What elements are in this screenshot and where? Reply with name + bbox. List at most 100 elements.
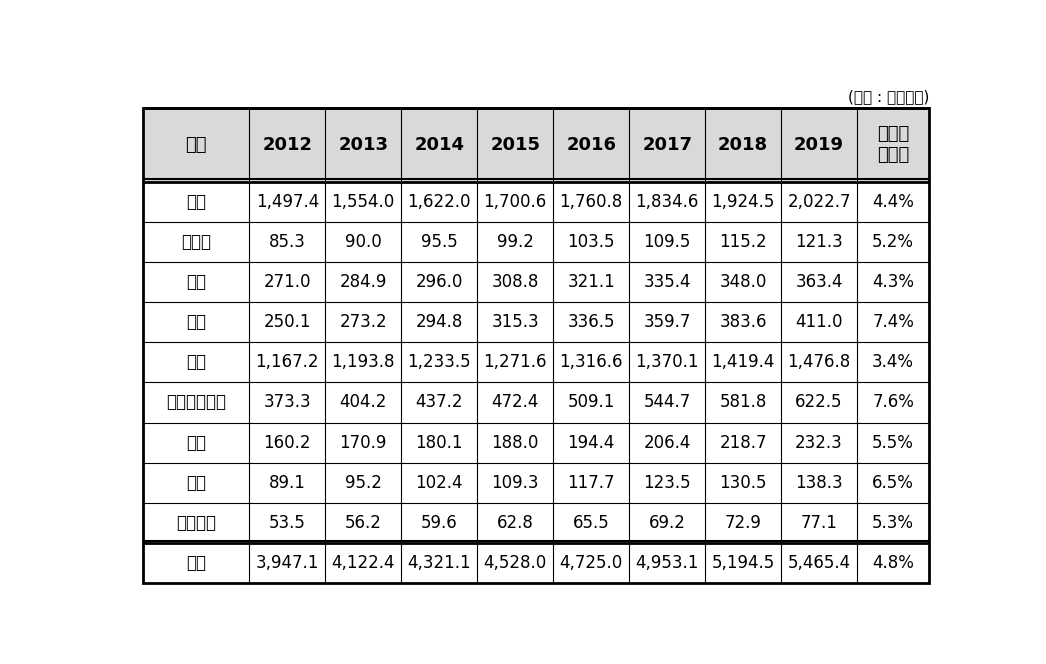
Bar <box>325 181 402 222</box>
Bar <box>249 108 325 181</box>
Bar <box>857 342 929 382</box>
Bar <box>477 262 553 302</box>
Bar <box>781 382 857 422</box>
Text: 2014: 2014 <box>414 135 464 153</box>
Bar <box>143 342 249 382</box>
Bar <box>553 543 629 583</box>
Text: 95.5: 95.5 <box>420 233 457 251</box>
Text: 472.4: 472.4 <box>492 394 539 412</box>
Text: 188.0: 188.0 <box>492 434 539 452</box>
Text: 160.2: 160.2 <box>264 434 311 452</box>
Bar <box>249 382 325 422</box>
Bar <box>857 382 929 422</box>
Bar <box>781 262 857 302</box>
Bar <box>629 262 705 302</box>
Text: 411.0: 411.0 <box>795 313 843 331</box>
Bar <box>477 543 553 583</box>
Text: 622.5: 622.5 <box>795 394 843 412</box>
Text: 72.9: 72.9 <box>725 514 761 532</box>
Bar <box>477 503 553 543</box>
Text: 95.2: 95.2 <box>345 474 382 492</box>
Bar <box>325 382 402 422</box>
Bar <box>705 422 781 463</box>
Text: 296.0: 296.0 <box>415 273 463 291</box>
Text: 1,167.2: 1,167.2 <box>255 353 319 371</box>
Bar <box>781 422 857 463</box>
Bar <box>402 108 477 181</box>
Bar <box>705 503 781 543</box>
Text: 130.5: 130.5 <box>720 474 767 492</box>
Text: 1,271.6: 1,271.6 <box>483 353 547 371</box>
Text: 1,233.5: 1,233.5 <box>407 353 471 371</box>
Text: 중동: 중동 <box>186 474 206 492</box>
Bar <box>477 342 553 382</box>
Bar <box>705 382 781 422</box>
Bar <box>325 302 402 342</box>
Text: 69.2: 69.2 <box>649 514 685 532</box>
Text: 404.2: 404.2 <box>340 394 387 412</box>
Text: 509.1: 509.1 <box>568 394 615 412</box>
Bar <box>857 262 929 302</box>
Bar <box>143 543 249 583</box>
Text: 544.7: 544.7 <box>643 394 690 412</box>
Text: 7.6%: 7.6% <box>872 394 914 412</box>
Bar <box>325 108 402 181</box>
Text: 218.7: 218.7 <box>720 434 767 452</box>
Bar <box>325 503 402 543</box>
Text: 335.4: 335.4 <box>643 273 690 291</box>
Bar <box>705 181 781 222</box>
Bar <box>553 382 629 422</box>
Bar <box>857 302 929 342</box>
Bar <box>629 543 705 583</box>
Text: 284.9: 284.9 <box>340 273 387 291</box>
Text: 3.4%: 3.4% <box>872 353 914 371</box>
Bar <box>629 222 705 262</box>
Text: 383.6: 383.6 <box>720 313 767 331</box>
Text: 232.3: 232.3 <box>795 434 843 452</box>
Bar <box>143 302 249 342</box>
Bar <box>553 262 629 302</box>
Bar <box>249 422 325 463</box>
Text: 캐나다: 캐나다 <box>181 233 211 251</box>
Text: 581.8: 581.8 <box>720 394 767 412</box>
Text: 373.3: 373.3 <box>264 394 311 412</box>
Text: 아프리카: 아프리카 <box>176 514 217 532</box>
Text: 5,465.4: 5,465.4 <box>788 554 850 572</box>
Text: 271.0: 271.0 <box>264 273 311 291</box>
Bar <box>553 222 629 262</box>
Bar <box>781 302 857 342</box>
Text: 359.7: 359.7 <box>643 313 690 331</box>
Bar <box>402 222 477 262</box>
Bar <box>325 222 402 262</box>
Text: 일본: 일본 <box>186 273 206 291</box>
Bar <box>857 181 929 222</box>
Bar <box>249 222 325 262</box>
Text: 89.1: 89.1 <box>269 474 305 492</box>
Bar <box>629 503 705 543</box>
Text: 99.2: 99.2 <box>497 233 533 251</box>
Text: 4.3%: 4.3% <box>872 273 914 291</box>
Bar <box>857 463 929 503</box>
Text: 294.8: 294.8 <box>415 313 463 331</box>
Text: 1,834.6: 1,834.6 <box>635 193 699 210</box>
Text: 5.3%: 5.3% <box>872 514 914 532</box>
Text: 5.5%: 5.5% <box>872 434 914 452</box>
Text: 7.4%: 7.4% <box>872 313 914 331</box>
Bar <box>781 222 857 262</box>
Text: (단위 : 백만달러): (단위 : 백만달러) <box>848 89 929 104</box>
Text: 4,953.1: 4,953.1 <box>635 554 699 572</box>
Text: 308.8: 308.8 <box>492 273 539 291</box>
Bar <box>553 422 629 463</box>
Bar <box>477 108 553 181</box>
Text: 1,760.8: 1,760.8 <box>560 193 622 210</box>
Text: 유럽: 유럽 <box>186 353 206 371</box>
Text: 180.1: 180.1 <box>415 434 463 452</box>
Bar <box>857 108 929 181</box>
Bar <box>143 262 249 302</box>
Bar <box>781 108 857 181</box>
Bar <box>705 302 781 342</box>
Text: 90.0: 90.0 <box>345 233 382 251</box>
Bar <box>402 342 477 382</box>
Bar <box>857 503 929 543</box>
Text: 2018: 2018 <box>718 135 768 153</box>
